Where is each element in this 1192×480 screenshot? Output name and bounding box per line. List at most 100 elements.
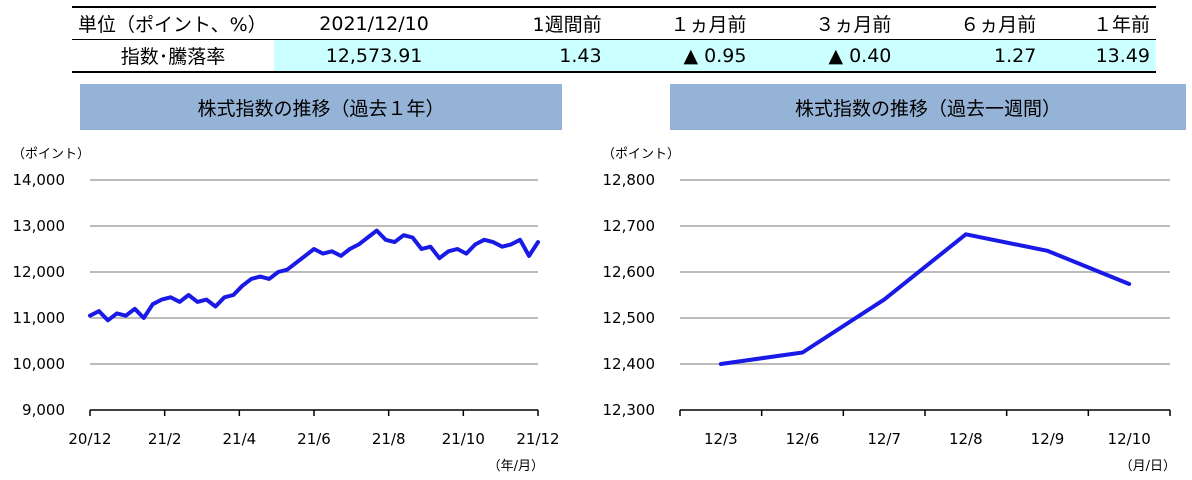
data-point xyxy=(88,314,92,318)
header-1week: 1週間前 xyxy=(474,6,608,40)
x-unit-label: （月/日） xyxy=(1120,459,1176,474)
data-point xyxy=(339,254,343,258)
table-header-row: 単位（ポイント、%） 2021/12/10 1週間前 １ヵ月前 ３ヵ月前 ６ヵ月… xyxy=(72,6,1156,40)
data-point xyxy=(366,236,370,239)
x-tick-label: 21/8 xyxy=(372,430,406,448)
header-date: 2021/12/10 xyxy=(274,6,475,40)
data-point xyxy=(375,229,379,233)
y-tick-label: 9,000 xyxy=(22,401,65,419)
value-1week: 1.43 xyxy=(474,39,608,73)
data-point xyxy=(124,314,128,318)
data-point xyxy=(801,351,804,354)
x-tick-label: 20/12 xyxy=(68,430,111,448)
data-point xyxy=(384,238,388,242)
data-point xyxy=(420,247,424,251)
y-tick-label: 12,800 xyxy=(603,171,656,189)
data-point xyxy=(106,318,110,322)
data-point xyxy=(142,316,146,320)
row-label: 指数･騰落率 xyxy=(72,39,274,73)
data-point xyxy=(536,240,540,244)
header-1month: １ヵ月前 xyxy=(607,6,753,40)
data-point xyxy=(464,252,468,256)
data-point xyxy=(330,249,334,253)
series-line xyxy=(88,228,540,323)
data-point xyxy=(964,232,968,236)
x-tick-label: 21/2 xyxy=(148,430,182,448)
data-point xyxy=(285,268,289,272)
y-tick-label: 12,400 xyxy=(603,355,656,373)
value-index: 12,573.91 xyxy=(274,39,475,73)
x-unit-label: （年/月） xyxy=(488,459,544,474)
data-point xyxy=(446,249,450,253)
y-tick-label: 14,000 xyxy=(13,171,66,189)
data-point xyxy=(393,240,397,244)
data-point xyxy=(231,293,235,297)
data-point xyxy=(151,302,155,306)
summary-table: 単位（ポイント、%） 2021/12/10 1週間前 １ヵ月前 ３ヵ月前 ６ヵ月… xyxy=(72,6,1156,73)
y-tick-label: 10,000 xyxy=(13,355,66,373)
y-tick-label: 12,000 xyxy=(13,263,66,281)
chart-yearly: 9,000 10,000 11,000 12,000 13,000 14,000 20/12… xyxy=(12,147,560,474)
data-point xyxy=(303,254,307,258)
data-point xyxy=(437,256,441,260)
data-point xyxy=(509,242,513,246)
y-tick-label: 12,300 xyxy=(603,401,656,419)
data-point xyxy=(527,254,531,258)
chart2-title: 株式指数の推移（過去一週間） xyxy=(670,84,1186,130)
value-1month: ▲ 0.95 xyxy=(607,39,753,73)
data-point xyxy=(249,277,253,281)
x-tick-label: 12/10 xyxy=(1108,430,1151,448)
data-point xyxy=(204,298,208,302)
data-point xyxy=(518,238,522,242)
header-unit: 単位（ポイント、%） xyxy=(72,6,274,40)
data-point xyxy=(258,275,262,279)
x-tick-label: 12/8 xyxy=(949,430,983,448)
y-tick-label: 12,600 xyxy=(603,263,656,281)
y-tick-label: 13,000 xyxy=(13,217,66,235)
data-point xyxy=(276,270,280,274)
data-point xyxy=(133,307,137,311)
value-3month: ▲ 0.40 xyxy=(752,39,898,73)
y-unit-label: （ポイント） xyxy=(602,147,680,162)
data-point xyxy=(267,277,271,281)
x-tick-label: 12/9 xyxy=(1031,430,1065,448)
data-point xyxy=(169,295,173,299)
data-point xyxy=(115,311,119,315)
x-tick-label: 12/3 xyxy=(704,430,738,448)
data-point xyxy=(719,362,723,366)
data-point xyxy=(402,233,406,237)
data-point xyxy=(882,298,886,302)
data-point xyxy=(196,300,200,304)
data-point xyxy=(500,245,504,249)
data-point xyxy=(178,300,182,304)
x-tick-label: 21/12 xyxy=(516,430,559,448)
data-point xyxy=(1046,249,1049,253)
header-6month: ６ヵ月前 xyxy=(897,6,1043,40)
data-point xyxy=(455,247,459,251)
header-1year: １年前 xyxy=(1042,6,1156,40)
value-6month: 1.27 xyxy=(897,39,1043,73)
table-value-row: 指数･騰落率 12,573.91 1.43 ▲ 0.95 ▲ 0.40 1.27… xyxy=(72,39,1156,73)
y-tick-label: 12,700 xyxy=(603,217,656,235)
value-1year: 13.49 xyxy=(1042,39,1156,73)
header-3month: ３ヵ月前 xyxy=(752,6,898,40)
y-tick-label: 12,500 xyxy=(603,309,656,327)
x-tick-label: 21/10 xyxy=(442,430,485,448)
data-point xyxy=(294,261,298,265)
data-point xyxy=(160,298,164,302)
data-point xyxy=(357,242,361,246)
data-point xyxy=(222,295,226,299)
data-point xyxy=(97,309,101,313)
data-point xyxy=(1127,282,1131,286)
data-point xyxy=(411,236,415,239)
data-point xyxy=(240,284,244,288)
y-unit-label: （ポイント） xyxy=(12,147,90,162)
x-tick-label: 12/6 xyxy=(786,430,820,448)
data-point xyxy=(473,242,477,246)
data-point xyxy=(312,247,316,251)
data-point xyxy=(491,240,495,244)
y-tick-label: 11,000 xyxy=(13,309,66,327)
x-tick-label: 12/7 xyxy=(867,430,901,448)
data-point xyxy=(348,247,352,251)
